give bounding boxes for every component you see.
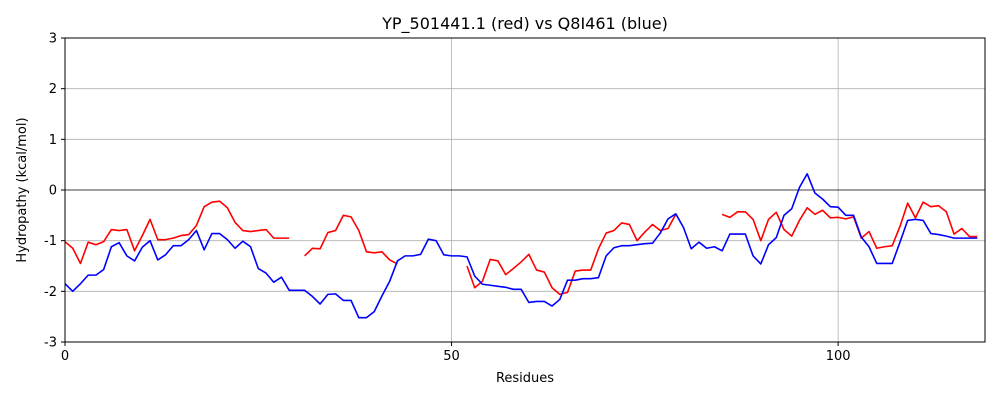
red-series-line [721,201,978,250]
x-tick-label: 50 [443,349,460,364]
y-tick-label: -1 [44,234,57,249]
x-tick-label: 100 [826,349,851,364]
red-series-line [304,214,398,265]
y-tick-label: 1 [49,133,57,148]
x-axis-label: Residues [496,371,554,386]
y-tick-label: 3 [49,32,57,47]
blue-series-line [64,172,978,319]
x-tick-label: 0 [61,349,69,364]
y-tick-label: -2 [44,285,57,300]
y-tick-label: 2 [49,82,57,97]
chart-title: YP_501441.1 (red) vs Q8I461 (blue) [381,14,668,34]
series-lines [64,172,978,319]
axis-ticks: 0 50 100 -3 -2 -1 0 1 2 3 [44,32,850,365]
y-tick-label: 0 [49,184,57,199]
y-axis-label: Hydropathy (kcal/mol) [15,117,30,262]
red-series-line [64,200,290,265]
y-tick-label: -3 [44,336,57,351]
red-series-line [466,213,677,296]
